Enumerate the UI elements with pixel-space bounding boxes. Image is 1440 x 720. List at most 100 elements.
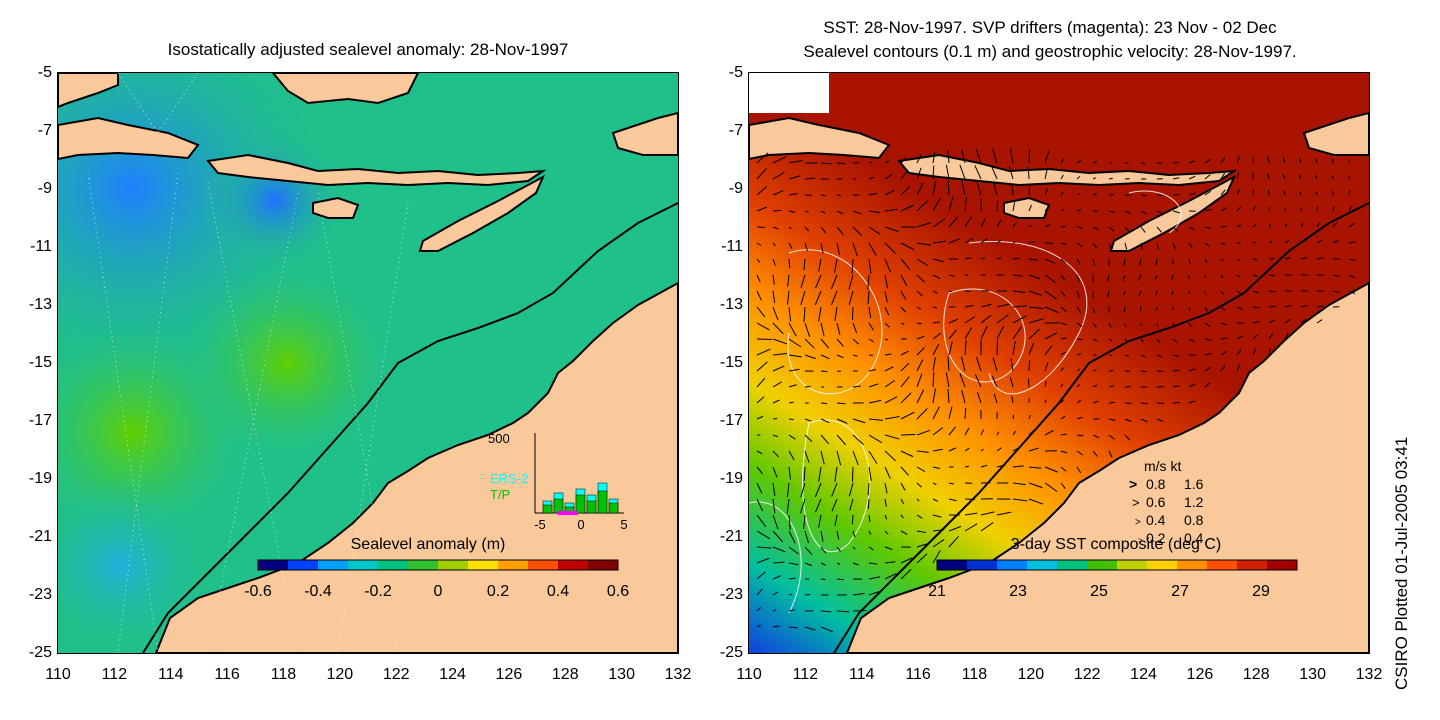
velocity-arrow <box>947 356 950 372</box>
velocity-arrow <box>1204 190 1212 196</box>
velocity-arrow <box>1172 161 1179 164</box>
speed-legend-header: m/s kt <box>1144 458 1181 474</box>
velocity-arrow <box>836 530 840 540</box>
velocity-arrow <box>1284 332 1289 340</box>
sst-colorbar-swatch <box>1207 560 1238 570</box>
velocity-arrow <box>836 450 842 466</box>
svg-text:>: > <box>1138 536 1143 545</box>
velocity-arrow <box>820 194 826 197</box>
velocity-arrow <box>916 200 929 212</box>
velocity-arrow <box>1268 348 1271 356</box>
velocity-arrow <box>1076 306 1081 313</box>
velocity-arrow <box>1188 192 1196 196</box>
velocity-arrow <box>1092 450 1098 457</box>
velocity-arrow <box>868 322 874 331</box>
velocity-arrow <box>916 514 923 519</box>
velocity-arrow <box>1076 242 1083 248</box>
velocity-arrow <box>772 482 776 497</box>
velocity-arrow <box>1156 242 1160 250</box>
velocity-arrow <box>916 306 922 310</box>
velocity-arrow <box>1140 242 1143 250</box>
sst-colorbar-swatch <box>1117 560 1148 570</box>
velocity-arrow <box>1236 274 1241 279</box>
inset-bar <box>597 490 608 514</box>
velocity-arrow <box>867 498 870 510</box>
sealevel-colorbar-swatch <box>408 560 439 570</box>
velocity-arrow <box>1028 274 1041 280</box>
velocity-arrow <box>1140 226 1146 233</box>
velocity-arrow <box>788 562 799 566</box>
velocity-arrow <box>1108 450 1113 458</box>
velocity-arrow <box>959 373 966 388</box>
svg-text:>: > <box>1135 517 1141 528</box>
velocity-arrow <box>852 562 859 566</box>
velocity-arrow <box>1348 222 1355 228</box>
velocity-arrow <box>772 514 779 530</box>
velocity-arrow <box>1188 322 1193 328</box>
velocity-arrow <box>1236 224 1242 228</box>
velocity-arrow <box>884 242 896 254</box>
velocity-arrow <box>1092 193 1098 196</box>
velocity-arrow <box>1188 175 1196 180</box>
velocity-arrow <box>1076 434 1084 437</box>
velocity-arrow <box>868 450 878 464</box>
velocity-arrow <box>814 290 822 306</box>
sst-colorbar-tick-3: 27 <box>1171 583 1189 600</box>
velocity-arrow <box>788 626 798 629</box>
velocity-arrow <box>916 258 929 267</box>
velocity-arrow <box>820 210 826 214</box>
velocity-arrow <box>964 523 978 532</box>
right-ytick-3: -11 <box>721 238 743 255</box>
velocity-arrow <box>932 357 936 372</box>
sealevel-colorbar-swatch <box>558 560 589 570</box>
velocity-arrow <box>1236 306 1243 310</box>
velocity-arrow <box>932 180 937 196</box>
velocity-arrow <box>1092 306 1096 314</box>
left-map-frame <box>57 72 679 654</box>
velocity-arrow <box>804 418 812 422</box>
velocity-arrow <box>1092 177 1096 180</box>
velocity-arrow <box>1252 258 1258 261</box>
velocity-arrow <box>916 466 926 472</box>
velocity-arrow <box>1108 385 1115 388</box>
velocity-arrow <box>1092 434 1100 439</box>
velocity-arrow <box>803 514 806 530</box>
sealevel-colorbar-swatch <box>528 560 559 570</box>
right-map-title-line2: Sealevel contours (0.1 m) and geostrophi… <box>803 42 1297 61</box>
sealevel-colorbar-tick-6: 0.6 <box>607 583 629 600</box>
velocity-arrow <box>948 536 959 548</box>
velocity-arrow <box>756 226 765 229</box>
velocity-arrow <box>851 306 854 320</box>
velocity-arrow <box>1300 304 1308 308</box>
velocity-arrow <box>788 354 802 358</box>
velocity-arrow <box>867 482 870 496</box>
velocity-arrow <box>836 562 841 566</box>
velocity-arrow <box>991 375 998 388</box>
velocity-arrow <box>1044 332 1058 340</box>
velocity-arrow <box>1092 384 1098 388</box>
timor-island <box>418 174 546 252</box>
velocity-arrow <box>1156 194 1164 197</box>
velocity-arrow <box>820 530 824 542</box>
velocity-arrow <box>852 546 856 550</box>
velocity-arrow <box>834 306 838 321</box>
velocity-arrow <box>1188 242 1193 249</box>
velocity-arrow <box>1236 156 1240 164</box>
velocity-arrow <box>1138 274 1142 281</box>
velocity-arrow <box>1060 174 1064 180</box>
sst-colorbar-swatch <box>937 560 968 570</box>
velocity-arrow <box>1332 290 1340 293</box>
velocity-arrow <box>803 466 806 481</box>
velocity-arrow <box>772 450 780 458</box>
velocity-arrow <box>1108 242 1113 250</box>
velocity-arrow <box>1060 384 1064 388</box>
velocity-arrow <box>945 164 950 180</box>
velocity-arrow <box>1172 401 1180 404</box>
velocity-arrow <box>818 258 822 272</box>
velocity-arrow <box>1076 258 1081 265</box>
left-ytick-4: -13 <box>28 296 52 313</box>
velocity-arrow <box>1236 290 1242 295</box>
velocity-arrow <box>916 335 925 340</box>
velocity-arrow <box>964 407 967 420</box>
velocity-arrow <box>1060 399 1064 404</box>
